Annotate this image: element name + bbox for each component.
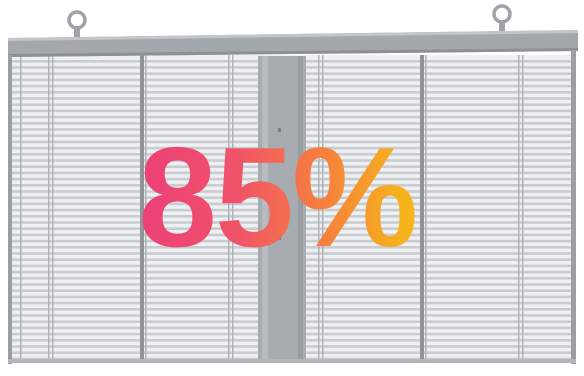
top-mounting-bar xyxy=(8,30,578,57)
left-hanging-ring-icon xyxy=(67,10,87,40)
vertical-strut xyxy=(140,55,144,361)
vertical-strut xyxy=(232,55,234,361)
right-frame-edge xyxy=(571,50,576,364)
left-frame-edge xyxy=(8,55,12,364)
vertical-struts xyxy=(20,55,524,361)
vertical-strut xyxy=(522,55,524,361)
vertical-strut xyxy=(145,55,147,361)
vertical-strut xyxy=(52,55,54,361)
vertical-strut xyxy=(518,55,520,361)
hanging-rings xyxy=(67,4,512,40)
bottom-frame-edge xyxy=(8,359,576,363)
vertical-strut xyxy=(48,55,50,361)
vertical-strut xyxy=(20,55,22,361)
vertical-strut xyxy=(322,55,324,361)
vertical-strut xyxy=(420,55,424,361)
vertical-strut xyxy=(425,55,427,361)
center-spine xyxy=(258,56,306,362)
right-hanging-ring-icon xyxy=(492,4,512,34)
vertical-strut xyxy=(228,55,230,361)
vertical-strut xyxy=(318,55,320,361)
transparency-percentage: 85% xyxy=(138,118,458,278)
